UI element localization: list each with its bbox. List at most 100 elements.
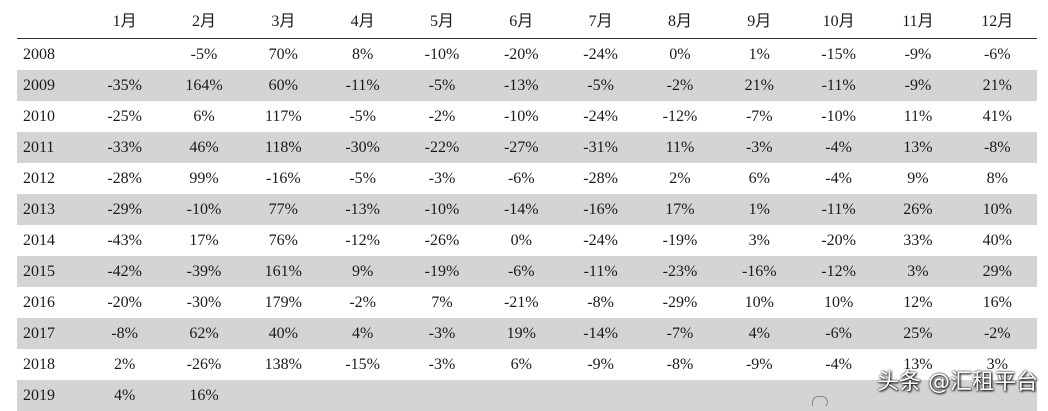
table-cell: 179% — [264, 293, 302, 311]
table-cell: 16% — [982, 293, 1012, 311]
table-cell: -3% — [428, 324, 456, 342]
table-cell: -7% — [745, 107, 773, 125]
data-table-container: 1月 2月 3月 4月 5月 6月 7月 8月 9月 10月 11月 12月 2008 -5% 70% 8%… — [17, 0, 1037, 411]
table-row: 2013 -29% -10% 77% -13% -10% -14% -16% 17% 1% -11%… — [17, 194, 1037, 225]
table-cell: -30% — [186, 293, 222, 311]
table-cell: -8% — [666, 355, 694, 373]
table-cell: -5% — [190, 45, 218, 63]
table-cell: -8% — [111, 324, 138, 342]
table-cell: -33% — [107, 138, 142, 156]
column-header-month-11: 11月 — [902, 13, 934, 30]
table-cell: -2% — [983, 324, 1011, 342]
row-year-label: 2014 — [23, 231, 55, 249]
table-cell: 2% — [669, 169, 691, 187]
column-header-month-7: 7月 — [588, 13, 613, 30]
table-cell: -20% — [107, 293, 142, 311]
table-cell: -24% — [583, 231, 618, 249]
watermark: 头条 @汇租平台 — [877, 362, 1038, 398]
table-cell: -6% — [507, 169, 535, 187]
table-cell: -21% — [503, 293, 539, 311]
table-cell: 40% — [982, 231, 1012, 249]
table-row: 2014 -43% 17% 76% -12% -26% 0% -24% -19% 3% -20% 33… — [17, 225, 1037, 256]
table-cell: 62% — [189, 324, 219, 342]
table-cell — [85, 39, 164, 71]
table-cell: -24% — [583, 107, 618, 125]
table-cell: 70% — [268, 45, 298, 63]
row-year-label: 2009 — [23, 76, 55, 94]
table-cell — [402, 380, 481, 411]
table-cell: -29% — [107, 200, 142, 218]
table-cell: 138% — [264, 355, 302, 373]
table-cell: -12% — [821, 262, 856, 280]
table-cell: -5% — [428, 76, 456, 94]
table-cell: 161% — [264, 262, 302, 280]
table-cell: -10% — [424, 45, 460, 63]
table-cell — [720, 380, 799, 411]
table-cell: -13% — [503, 76, 539, 94]
row-year-label: 2015 — [23, 262, 55, 280]
table-cell: -15% — [345, 355, 380, 373]
table-cell: 60% — [268, 76, 298, 94]
table-cell — [323, 380, 402, 411]
table-cell: 21% — [744, 76, 774, 94]
table-cell: -11% — [821, 76, 856, 94]
table-cell: -5% — [587, 76, 614, 94]
table-cell: 6% — [748, 169, 770, 187]
table-cell: -6% — [983, 45, 1011, 63]
table-cell: -4% — [825, 355, 852, 373]
column-header-month-5: 5月 — [429, 13, 454, 30]
table-cell: 99% — [189, 169, 219, 187]
table-cell: -9% — [904, 45, 932, 63]
header-corner — [17, 0, 85, 39]
table-cell: -16% — [583, 200, 618, 218]
table-cell: 29% — [982, 262, 1012, 280]
table-cell: -26% — [186, 355, 222, 373]
column-header-month-1: 1月 — [112, 13, 137, 30]
table-cell: 12% — [903, 293, 933, 311]
table-cell: -11% — [345, 76, 380, 94]
table-row: 2018 2% -26% 138% -15% -3% 6% -9% -8% -9% -4% 13% 3% — [17, 349, 1037, 380]
table-cell: 1% — [748, 45, 770, 63]
watermark-subline — [812, 396, 1032, 406]
monthly-growth-table: 1月 2月 3月 4月 5月 6月 7月 8月 9月 10月 11月 12月 2008 -5% 70% 8%… — [17, 0, 1037, 411]
table-cell: -4% — [825, 169, 852, 187]
table-cell: -35% — [107, 76, 142, 94]
table-cell: -3% — [428, 355, 456, 373]
table-cell: -12% — [345, 231, 380, 249]
table-cell: -30% — [345, 138, 380, 156]
table-cell: -26% — [424, 231, 460, 249]
table-cell: -13% — [345, 200, 380, 218]
table-cell: 25% — [903, 324, 933, 342]
column-header-month-2: 2月 — [191, 13, 216, 30]
table-cell: 8% — [351, 45, 374, 63]
table-cell: -8% — [983, 138, 1011, 156]
table-cell: -42% — [107, 262, 142, 280]
table-cell: 6% — [193, 107, 215, 125]
row-year-label: 2010 — [23, 107, 55, 125]
table-cell: 6% — [510, 355, 532, 373]
row-year-label: 2019 — [23, 386, 55, 404]
row-year-label: 2011 — [23, 138, 55, 156]
table-cell: 4% — [748, 324, 770, 342]
table-cell: 4% — [351, 324, 374, 342]
table-cell: 11% — [665, 138, 695, 156]
table-cell — [561, 380, 640, 411]
table-cell: 0% — [510, 231, 532, 249]
table-cell: 17% — [189, 231, 219, 249]
table-cell: -10% — [424, 200, 460, 218]
table-cell: 77% — [268, 200, 298, 218]
table-cell: 10% — [744, 293, 774, 311]
table-cell: 33% — [903, 231, 933, 249]
table-cell: -3% — [428, 169, 456, 187]
table-cell: -28% — [107, 169, 142, 187]
table-cell: 21% — [982, 76, 1012, 94]
table-cell: 2% — [114, 355, 136, 373]
table-cell: -6% — [825, 324, 852, 342]
table-cell: 13% — [903, 355, 933, 373]
table-cell: 19% — [506, 324, 536, 342]
table-row: 2012 -28% 99% -16% -5% -3% -6% -28% 2% 6% -4% 9% 8% — [17, 163, 1037, 194]
table-cell: 10% — [982, 200, 1012, 218]
table-cell: -39% — [186, 262, 222, 280]
table-cell: -15% — [821, 45, 856, 63]
table-cell: -43% — [107, 231, 142, 249]
